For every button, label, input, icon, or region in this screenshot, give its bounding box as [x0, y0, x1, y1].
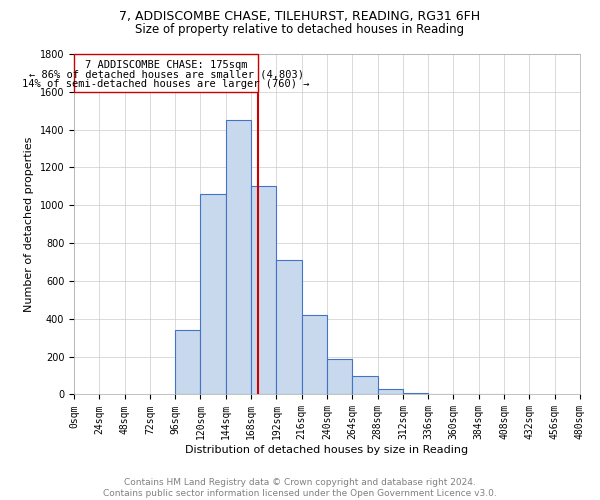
Bar	[200, 194, 226, 394]
Bar	[352, 376, 377, 394]
Text: Size of property relative to detached houses in Reading: Size of property relative to detached ho…	[136, 22, 464, 36]
Bar	[327, 358, 352, 394]
Bar	[175, 330, 200, 394]
Text: 7 ADDISCOMBE CHASE: 175sqm: 7 ADDISCOMBE CHASE: 175sqm	[85, 60, 247, 70]
Bar	[377, 389, 403, 394]
X-axis label: Distribution of detached houses by size in Reading: Distribution of detached houses by size …	[185, 445, 469, 455]
Bar	[403, 392, 428, 394]
Text: ← 86% of detached houses are smaller (4,803): ← 86% of detached houses are smaller (4,…	[29, 69, 304, 79]
Text: 7, ADDISCOMBE CHASE, TILEHURST, READING, RG31 6FH: 7, ADDISCOMBE CHASE, TILEHURST, READING,…	[119, 10, 481, 23]
Text: Contains HM Land Registry data © Crown copyright and database right 2024.
Contai: Contains HM Land Registry data © Crown c…	[103, 478, 497, 498]
Bar	[226, 120, 251, 394]
FancyBboxPatch shape	[74, 54, 259, 92]
Bar	[277, 260, 302, 394]
Bar	[302, 315, 327, 394]
Text: 14% of semi-detached houses are larger (760) →: 14% of semi-detached houses are larger (…	[22, 78, 310, 88]
Y-axis label: Number of detached properties: Number of detached properties	[24, 136, 34, 312]
Bar	[251, 186, 277, 394]
